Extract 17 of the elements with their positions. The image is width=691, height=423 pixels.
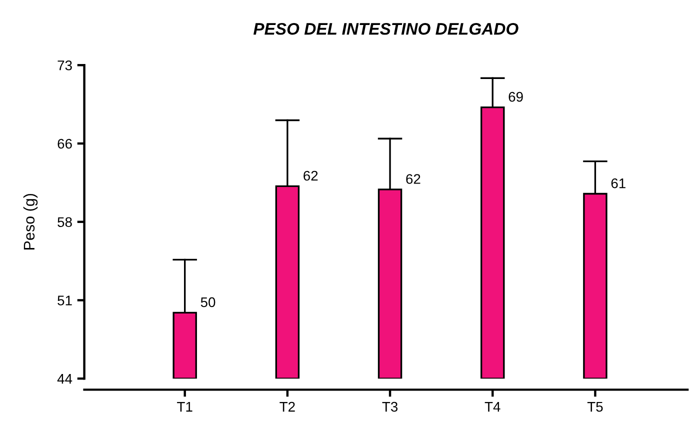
x-tick-label: T3: [382, 402, 398, 412]
data-label: 61: [611, 178, 626, 188]
data-label: 62: [304, 170, 318, 181]
data-label: 69: [508, 92, 523, 102]
x-tick-label: T1: [177, 402, 192, 412]
x-tick-label: T5: [587, 402, 603, 412]
y-tick-label: 51: [58, 296, 72, 306]
x-tick-label: T4: [484, 402, 500, 412]
chart-title: PESO DEL INTESTINO DELGADO: [253, 22, 518, 35]
y-tick-label: 73: [58, 60, 72, 70]
y-tick-label: 58: [58, 217, 72, 228]
data-label: 62: [406, 174, 420, 184]
data-label: 50: [200, 297, 216, 308]
x-tick-label: T2: [280, 402, 295, 412]
y-axis-title: Peso (g): [23, 194, 38, 250]
y-tick-label: 66: [58, 138, 72, 149]
y-tick-label: 44: [57, 374, 72, 384]
